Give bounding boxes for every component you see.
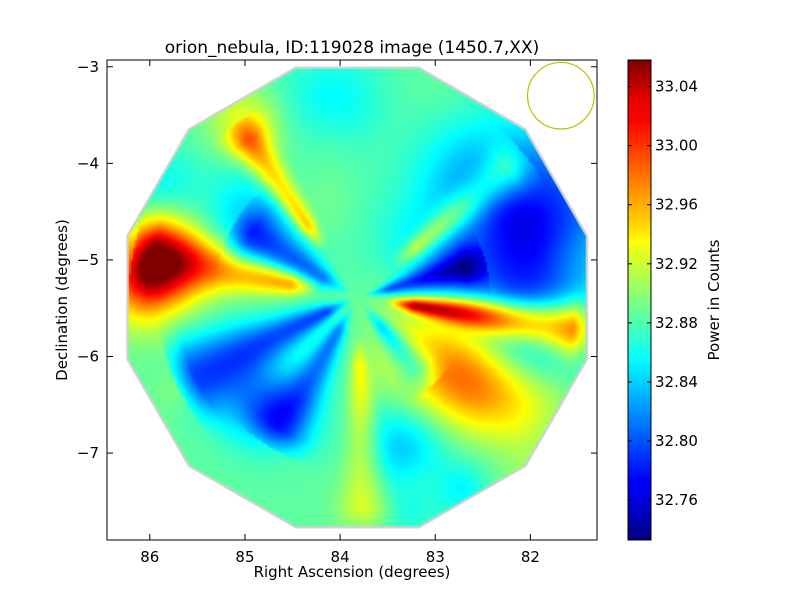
colorbar-label: Power in Counts (705, 239, 723, 360)
colorbar-tick-label: 33.04 (655, 78, 698, 96)
colorbar-tick-label: 32.80 (655, 432, 698, 450)
y-tick-label: −4 (77, 154, 99, 172)
map-outline (126, 66, 589, 529)
y-axis: −3 −4 −5 −6 −7 (77, 58, 597, 462)
colorbar-tick-label: 33.00 (655, 137, 698, 155)
heatmap-image (127, 67, 587, 528)
x-tick-label: 86 (140, 548, 159, 566)
x-tick-label: 83 (426, 548, 445, 566)
plot-frame (106, 59, 598, 541)
colorbar-tick-label: 32.92 (655, 255, 698, 273)
colorbar-tick-label: 32.76 (655, 491, 698, 509)
y-axis-label: Declination (degrees) (53, 219, 71, 381)
chart-title: orion_nebula, ID:119028 image (1450.7,XX… (165, 38, 539, 58)
colorbar: 32.76 32.80 32.84 32.88 32.92 32.96 33.00 33.04… (627, 59, 723, 541)
x-axis: 86 85 84 83 82 (140, 60, 540, 566)
colorbar-ticks: 32.76 32.80 32.84 32.88 32.92 32.96 33.00 33.04 (628, 78, 698, 509)
colorbar-tick-label: 32.84 (655, 373, 698, 391)
x-tick-label: 85 (235, 548, 254, 566)
y-tick-label: −3 (77, 58, 99, 76)
y-tick-label: −6 (77, 347, 99, 365)
colorbar-gradient (627, 59, 652, 541)
y-tick-label: −5 (77, 251, 99, 269)
heatmap-area (126, 61, 595, 529)
colorbar-tick-label: 32.88 (655, 314, 698, 332)
x-tick-label: 82 (521, 548, 540, 566)
colorbar-tick-label: 32.96 (655, 196, 698, 214)
beam-circle (526, 61, 595, 130)
x-tick-label: 84 (331, 548, 350, 566)
y-tick-label: −7 (77, 444, 99, 462)
x-axis-label: Right Ascension (degrees) (254, 563, 451, 581)
